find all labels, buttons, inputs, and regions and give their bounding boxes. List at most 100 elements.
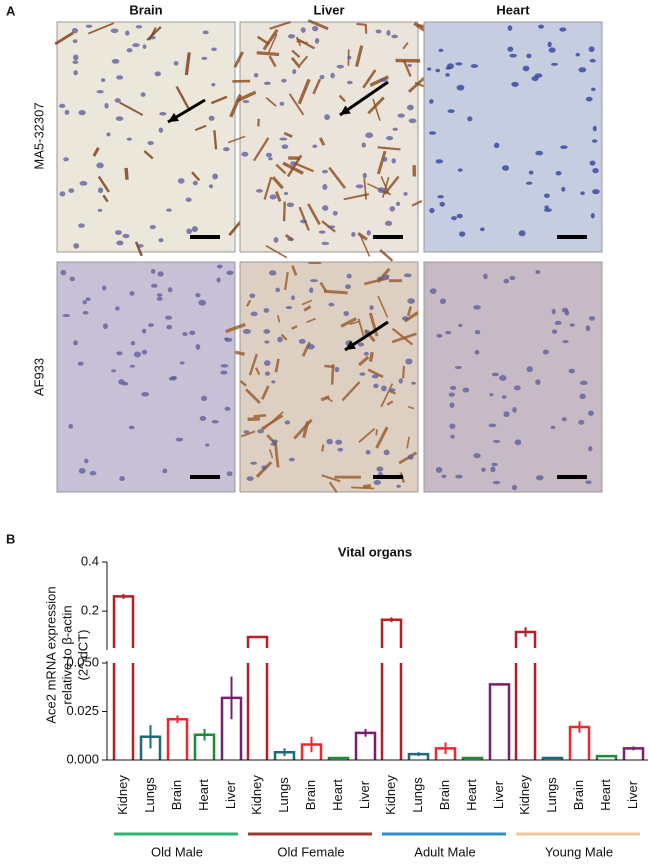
micrograph	[423, 261, 603, 493]
stain	[303, 305, 312, 312]
nucleus	[449, 402, 455, 408]
nucleus	[268, 157, 273, 161]
x-tick-label: Brain	[571, 780, 586, 810]
stain	[273, 441, 280, 468]
nucleus	[445, 72, 450, 77]
nucleus	[375, 29, 382, 34]
nucleus	[450, 385, 457, 391]
stain	[225, 322, 246, 334]
stain	[280, 333, 288, 341]
nucleus	[490, 466, 496, 473]
nucleus	[156, 296, 163, 301]
stain	[233, 51, 244, 68]
nucleus	[309, 279, 318, 283]
stain	[375, 429, 378, 436]
row-label: MA5-32307	[31, 102, 46, 169]
nucleus	[386, 30, 391, 36]
arrow-head	[168, 112, 179, 122]
x-tick-label: Kidney	[383, 775, 398, 815]
stain	[274, 191, 282, 202]
nucleus	[589, 160, 596, 166]
nucleus	[408, 118, 417, 124]
nucleus	[332, 210, 338, 216]
group-label: Old Male	[151, 844, 203, 859]
nucleus	[429, 99, 434, 104]
stain	[276, 315, 281, 323]
nucleus	[579, 393, 586, 400]
nucleus	[447, 109, 455, 114]
stain	[261, 385, 270, 400]
stain	[268, 448, 274, 459]
nucleus	[191, 226, 198, 233]
nucleus	[79, 180, 88, 186]
nucleus	[322, 183, 328, 190]
nucleus	[102, 285, 107, 291]
x-tick-label: Brain	[169, 780, 184, 810]
nucleus	[73, 340, 78, 346]
nucleus	[116, 75, 124, 80]
nucleus	[376, 466, 384, 472]
nucleus	[216, 264, 223, 269]
nucleus	[255, 189, 263, 193]
stain	[341, 381, 361, 402]
nucleus	[536, 475, 544, 481]
nucleus	[591, 87, 596, 92]
nucleus	[427, 67, 432, 71]
nucleus	[397, 113, 405, 118]
stain	[362, 69, 377, 89]
nucleus	[150, 269, 156, 274]
nucleus	[588, 446, 593, 452]
nucleus	[507, 25, 513, 31]
stain	[248, 353, 259, 376]
nucleus	[318, 230, 326, 234]
x-tick-label: Lungs	[142, 777, 157, 813]
nucleus	[474, 349, 480, 355]
nucleus	[451, 216, 457, 221]
stain	[363, 178, 368, 200]
stain	[253, 414, 267, 418]
nucleus	[290, 161, 297, 166]
nucleus	[483, 273, 488, 280]
nucleus	[268, 270, 277, 276]
nucleus	[199, 415, 207, 421]
stain	[358, 427, 376, 444]
nucleus	[147, 140, 154, 146]
stain	[367, 96, 385, 115]
nucleus	[148, 323, 154, 328]
stain	[229, 93, 242, 118]
nucleus	[125, 30, 130, 36]
nucleus	[547, 41, 552, 48]
nucleus	[535, 379, 541, 385]
micrograph	[423, 21, 603, 253]
nucleus	[369, 305, 374, 311]
nucleus	[330, 72, 335, 79]
arrow-head	[340, 105, 351, 115]
nucleus	[514, 439, 522, 446]
nucleus	[561, 186, 566, 192]
nucleus	[157, 271, 164, 277]
nucleus	[288, 457, 295, 462]
bar	[327, 756, 350, 760]
stain	[143, 150, 154, 160]
stain	[213, 130, 218, 150]
x-tick-label: Liver	[491, 780, 506, 809]
nucleus	[142, 44, 147, 49]
nucleus	[211, 47, 217, 52]
x-tick-label: Lungs	[410, 777, 425, 813]
nucleus	[119, 476, 125, 482]
nucleus	[201, 56, 208, 60]
nucleus	[279, 137, 288, 141]
arrow-head	[345, 340, 356, 350]
nucleus	[62, 314, 71, 318]
nucleus	[115, 306, 120, 311]
stain	[288, 93, 305, 116]
nucleus	[133, 351, 142, 358]
nucleus	[328, 302, 335, 307]
nucleus	[167, 287, 173, 293]
nucleus	[212, 173, 219, 180]
nucleus	[535, 270, 541, 275]
nucleus	[224, 406, 231, 411]
nucleus	[273, 237, 279, 243]
stain	[402, 42, 409, 50]
nucleus	[186, 228, 193, 235]
